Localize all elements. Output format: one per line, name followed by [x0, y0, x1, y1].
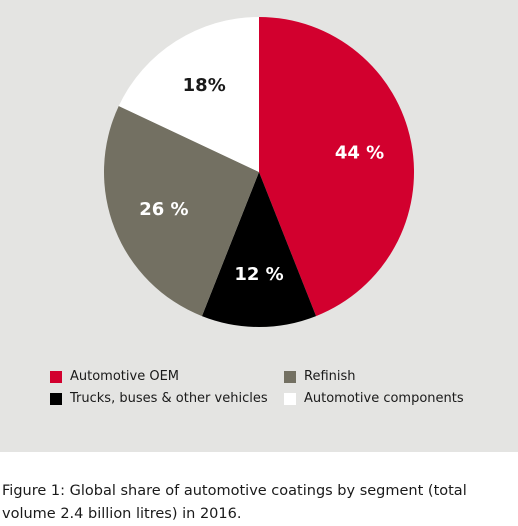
pie-label-automotive-components: 18% [183, 75, 226, 96]
pie-label-trucks-buses: 12 % [234, 264, 283, 285]
pie-slice-automotive-components [118, 16, 259, 172]
figure-caption: Figure 1: Global share of automotive coa… [2, 480, 516, 526]
chart-legend: Automotive OEM Refinish Trucks, buses & … [50, 369, 490, 413]
legend-swatch-trucks-buses [50, 392, 62, 405]
pie-chart: 44 % 12 % 26 % 18% [103, 16, 415, 328]
caption-line-2: volume 2.4 billion litres) in 2016. [2, 506, 242, 522]
figure-panel: 44 % 12 % 26 % 18% Automotive OEM Refinish … [0, 0, 518, 452]
legend-swatch-automotive-oem [50, 370, 62, 383]
legend-label-automotive-components: Automotive components [304, 391, 464, 406]
legend-item-refinish: Refinish [284, 369, 356, 384]
pie-slice-trucks-buses [201, 172, 317, 328]
legend-label-trucks-buses: Trucks, buses & other vehicles [70, 391, 268, 406]
legend-swatch-automotive-components [284, 392, 296, 405]
legend-item-automotive-oem: Automotive OEM [50, 369, 179, 384]
legend-label-refinish: Refinish [304, 369, 356, 384]
pie-label-automotive-oem: 44 % [335, 142, 384, 163]
pie-slice-automotive-oem [259, 17, 415, 317]
pie-label-refinish: 26 % [139, 199, 188, 220]
legend-label-automotive-oem: Automotive OEM [70, 369, 179, 384]
legend-item-trucks-buses: Trucks, buses & other vehicles [50, 391, 268, 406]
legend-item-automotive-components: Automotive components [284, 391, 464, 406]
legend-swatch-refinish [284, 370, 296, 383]
pie-slice-refinish [103, 106, 259, 317]
caption-line-1: Figure 1: Global share of automotive coa… [2, 483, 467, 499]
